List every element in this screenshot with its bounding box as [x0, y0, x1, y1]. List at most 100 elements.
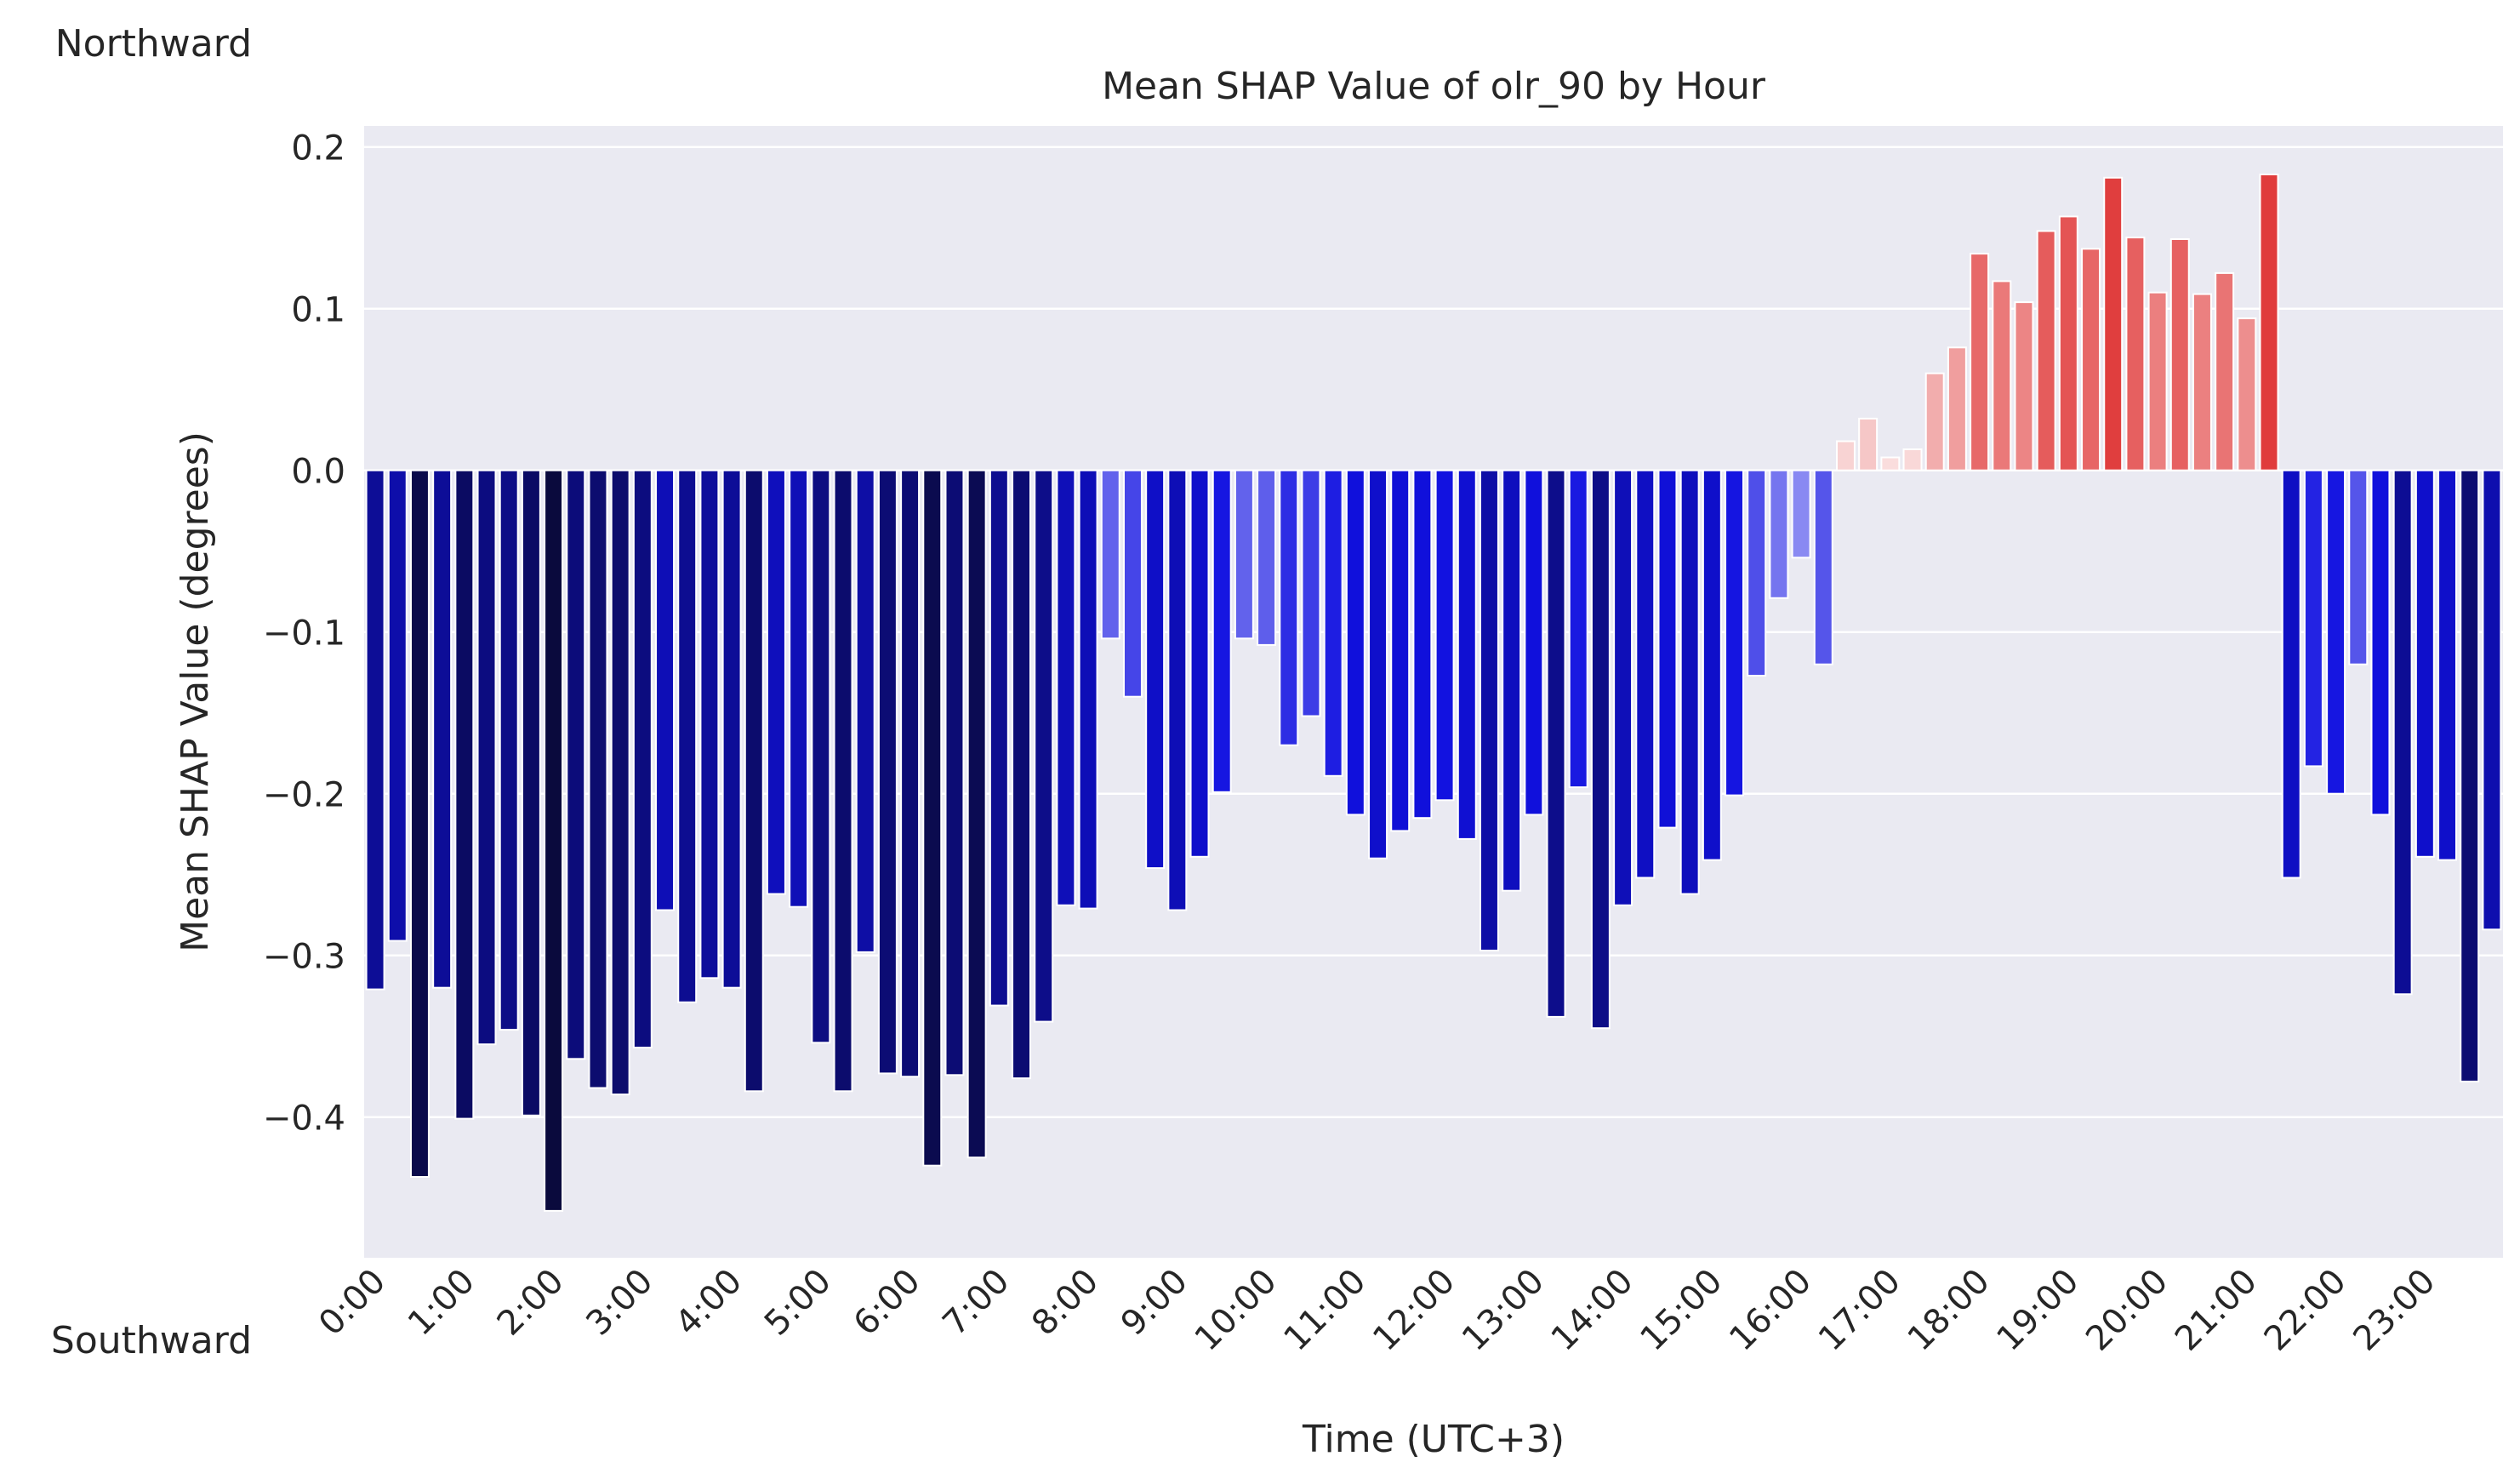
- x-tick-label: 18:00: [1901, 1262, 1998, 1359]
- bar: [499, 469, 519, 1031]
- bar: [1078, 469, 1098, 910]
- bar: [1813, 469, 1833, 665]
- bar: [2370, 469, 2391, 816]
- x-axis-label: Time (UTC+3): [1302, 1418, 1565, 1461]
- bar: [1902, 448, 1923, 471]
- y-tick-label: 0.2: [291, 129, 345, 168]
- bar: [1769, 469, 1789, 599]
- bar: [1122, 469, 1143, 698]
- x-tick-label: 9:00: [1114, 1262, 1195, 1344]
- bar: [387, 469, 408, 942]
- bar: [1167, 469, 1188, 911]
- x-tick-label: 0:00: [311, 1262, 393, 1344]
- southward-label: Southward: [51, 1319, 252, 1362]
- bar: [2169, 238, 2190, 471]
- bar: [2437, 469, 2458, 861]
- bar: [833, 469, 853, 1093]
- bar: [2460, 469, 2480, 1082]
- bar: [2303, 469, 2323, 768]
- x-tick-label: 7:00: [935, 1262, 1017, 1344]
- x-tick-label: 1:00: [401, 1262, 482, 1344]
- bar: [855, 469, 875, 953]
- bar: [699, 469, 720, 979]
- bar: [944, 469, 965, 1076]
- bar: [544, 469, 564, 1212]
- x-tick-label: 11:00: [1276, 1262, 1373, 1359]
- bar: [1212, 469, 1232, 793]
- bar: [1034, 469, 1054, 1023]
- bar: [1502, 469, 1522, 892]
- bar: [2237, 317, 2257, 471]
- x-tick-label: 16:00: [1722, 1262, 1819, 1359]
- bar: [566, 469, 586, 1060]
- bar: [877, 469, 898, 1075]
- x-tick-label: 22:00: [2257, 1262, 2354, 1359]
- bar: [2058, 215, 2078, 471]
- bars: [365, 174, 2502, 1212]
- bar: [2326, 469, 2346, 795]
- bar: [1145, 469, 1166, 870]
- bar: [1457, 469, 1477, 840]
- bar: [1992, 280, 2012, 471]
- x-tick-labels: 0:00 1:00 2:00 3:00 4:00 5:00 6:00 7:00 8:00 9:00…: [311, 1262, 2443, 1359]
- bar: [2103, 176, 2124, 471]
- bar: [1479, 469, 1499, 951]
- bar: [1858, 417, 1879, 471]
- x-tick-label: 17:00: [1811, 1262, 1908, 1359]
- bar: [922, 469, 943, 1167]
- bar: [409, 469, 430, 1178]
- bar: [2348, 469, 2369, 665]
- bar: [811, 469, 831, 1044]
- x-tick-label: 14:00: [1544, 1262, 1641, 1359]
- bar: [2259, 174, 2279, 471]
- x-tick-label: 6:00: [847, 1262, 928, 1344]
- bar: [1345, 469, 1365, 816]
- bar: [432, 469, 453, 989]
- y-axis-label: Mean SHAP Value (degrees): [174, 431, 217, 952]
- bar: [2192, 293, 2212, 471]
- x-tick-label: 15:00: [1633, 1262, 1730, 1359]
- bar: [789, 469, 809, 908]
- y-tick-label: 0.1: [291, 291, 345, 330]
- y-tick-label: −0.2: [263, 776, 345, 815]
- x-tick-label: 23:00: [2346, 1262, 2443, 1359]
- x-tick-label: 10:00: [1188, 1262, 1285, 1359]
- x-tick-label: 20:00: [2078, 1262, 2175, 1359]
- x-tick-label: 2:00: [490, 1262, 572, 1344]
- y-tick-label: 0.0: [291, 453, 345, 492]
- bar: [2081, 248, 2101, 471]
- northward-label: Northward: [55, 22, 252, 66]
- bar: [1546, 469, 1566, 1018]
- bar: [1947, 346, 1967, 471]
- bar: [966, 469, 987, 1159]
- bar: [1725, 469, 1745, 797]
- bar: [1747, 469, 1767, 677]
- bar: [1702, 469, 1722, 861]
- bar: [365, 469, 385, 991]
- bar: [900, 469, 921, 1078]
- bar: [2415, 469, 2435, 858]
- bar: [2392, 469, 2413, 996]
- bar: [1590, 469, 1611, 1030]
- bar: [1056, 469, 1076, 906]
- bar: [476, 469, 497, 1046]
- y-tick-label: −0.4: [263, 1099, 345, 1139]
- y-tick-label: −0.3: [263, 938, 345, 977]
- x-tick-label: 21:00: [2168, 1262, 2265, 1359]
- bar: [521, 469, 541, 1116]
- bar: [655, 469, 676, 911]
- y-tick-labels: 0.2 0.1 0.0 −0.1 −0.2 −0.3 −0.4: [263, 129, 345, 1139]
- bar: [1390, 469, 1411, 832]
- bar: [1791, 469, 1811, 559]
- bar: [1970, 253, 1990, 471]
- bar: [1568, 469, 1588, 789]
- bar: [1434, 469, 1455, 802]
- bar: [2482, 469, 2502, 931]
- bar: [1012, 469, 1032, 1080]
- bar: [2125, 237, 2146, 471]
- bar: [766, 469, 786, 895]
- bar: [2147, 291, 2168, 471]
- chart-title: Mean SHAP Value of olr_90 by Hour: [1102, 65, 1766, 108]
- bar: [1412, 469, 1433, 819]
